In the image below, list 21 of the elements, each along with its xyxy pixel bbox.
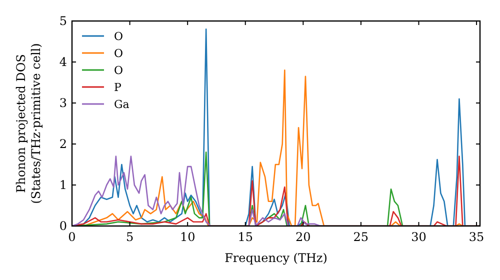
y-tick-label: 5: [59, 14, 67, 28]
x-tick-label: 5: [126, 230, 134, 244]
x-axis-title: Frequency (THz): [224, 251, 328, 265]
legend-label: O: [114, 30, 124, 43]
x-tick-label: 20: [296, 230, 311, 244]
legend-label: O: [114, 64, 124, 77]
x-tick-label: 30: [411, 230, 426, 244]
y-axis-title: Phonon projected DOS (States/THz·primitive cell): [14, 43, 43, 204]
y-tick-label: 3: [59, 96, 67, 110]
legend-label: O: [114, 47, 124, 60]
y-tick-label: 2: [59, 137, 67, 151]
y-tick-label: 4: [59, 55, 68, 69]
x-tick-label: 35: [468, 230, 484, 244]
y-tick-label: 0: [59, 219, 67, 233]
legend-label: P: [114, 81, 122, 94]
legend-label: Ga: [114, 98, 130, 111]
x-tick-label: 10: [180, 230, 196, 244]
x-tick-label: 0: [68, 230, 76, 244]
y-tick-label: 1: [59, 178, 67, 192]
x-tick-label: 25: [353, 230, 369, 244]
x-tick-label: 15: [238, 230, 254, 244]
